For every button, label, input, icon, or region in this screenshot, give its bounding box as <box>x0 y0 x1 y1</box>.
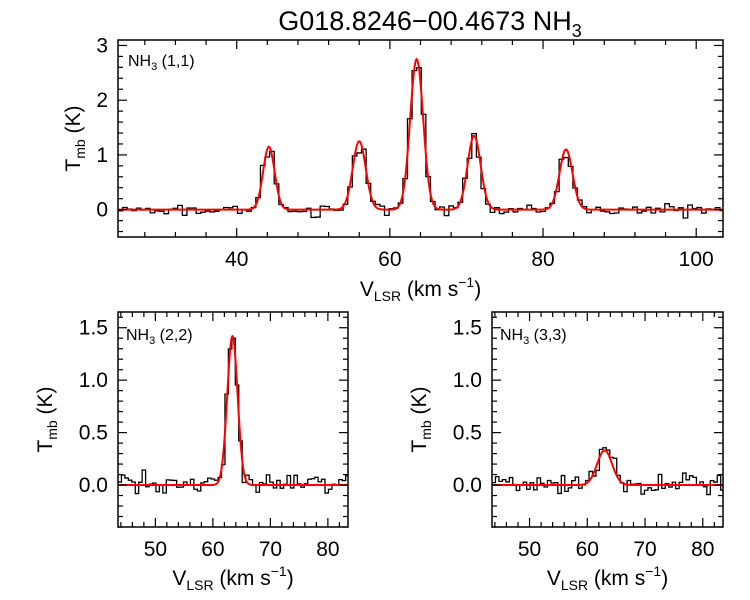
x-tick-label: 80 <box>691 538 714 561</box>
y-tick-label: 1.0 <box>79 369 108 392</box>
y-axis-label-bottom-right: Tmb (K) <box>408 386 434 452</box>
x-axis-label-bottom-right: VLSR (km s−1) <box>547 563 668 593</box>
fit-curve-bottom-right <box>492 449 723 487</box>
axes-frame-bottom-right <box>491 311 724 528</box>
y-tick-label: 0.0 <box>79 474 108 497</box>
y-tick-label: 3 <box>96 34 108 57</box>
panel-label-bottom-right: NH3 (3,3) <box>500 327 567 347</box>
x-tick-label: 100 <box>679 248 714 271</box>
panel-bottom-right: 50 60 70 80 0.0 0.5 1.0 1.5 NH3 (3,3) VLSR (km s−… <box>408 311 724 593</box>
y-tick-label: 0.5 <box>453 422 482 445</box>
panel-label-top: NH3 (1,1) <box>128 53 195 73</box>
y-tick-label: 0.0 <box>453 474 482 497</box>
fit-curve-top <box>118 57 723 211</box>
panel-bottom-left: 50 60 70 80 0.0 0.5 1.0 1.5 NH3 (2,2) VLSR (km s−… <box>34 311 349 593</box>
observed-spectrum-bottom-right <box>492 447 723 496</box>
fit-curve-bottom-left <box>118 334 348 487</box>
axes-frame-bottom-left <box>117 311 349 528</box>
x-tick-label: 70 <box>259 538 282 561</box>
figure-title-sub: 3 <box>572 21 582 41</box>
y-axis-label-bottom-left: Tmb (K) <box>34 386 60 452</box>
y-tick-label: 1.5 <box>453 317 482 340</box>
x-axis-label-bottom-left: VLSR (km s−1) <box>172 563 293 593</box>
x-axis-label-top: VLSR (km s−1) <box>360 274 481 304</box>
x-tick-label: 60 <box>378 248 401 271</box>
y-tick-label: 0 <box>96 199 108 222</box>
x-tick-label: 50 <box>144 538 167 561</box>
y-tick-label: 1.5 <box>79 317 108 340</box>
x-tick-label: 60 <box>576 538 599 561</box>
x-tick-label: 70 <box>633 538 656 561</box>
panel-top: 40 60 80 100 0 1 2 3 NH3 (1,1) VLSR (km s−1) Tmb (… <box>62 34 724 304</box>
y-tick-label: 1 <box>96 144 108 167</box>
x-tick-label: 50 <box>518 538 541 561</box>
y-axis-label-top: Tmb (K) <box>62 105 88 171</box>
figure-title: G018.8246−00.4673 NH3 <box>278 6 582 41</box>
x-tick-label: 60 <box>201 538 224 561</box>
x-tick-label: 80 <box>531 248 554 271</box>
x-tick-label: 80 <box>316 538 339 561</box>
y-tick-label: 1.0 <box>453 369 482 392</box>
figure-title-main: G018.8246−00.4673 NH <box>278 6 571 36</box>
panel-label-bottom-left: NH3 (2,2) <box>126 327 193 347</box>
observed-spectrum-bottom-left <box>118 337 348 495</box>
y-tick-label: 2 <box>96 89 108 112</box>
y-tick-label: 0.5 <box>79 422 108 445</box>
x-tick-label: 40 <box>225 248 248 271</box>
